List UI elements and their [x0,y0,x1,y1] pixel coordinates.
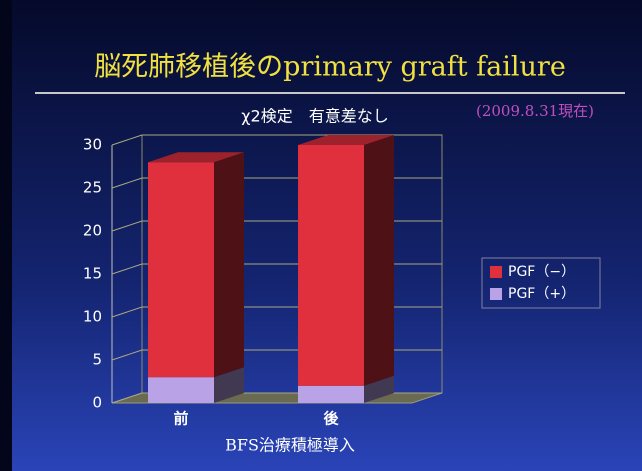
chart-subtitle: χ2検定 有意差なし [241,107,388,126]
grid-side [111,349,143,361]
legend-label: PGF（−） [508,264,575,280]
y-tick-label: 10 [83,308,102,326]
legend-swatch [490,288,502,300]
bar-top [298,135,394,145]
bar-segment [298,145,364,386]
legend-label: PGF（+） [508,286,575,302]
bar-segment [148,162,214,378]
grid-side [111,306,143,318]
legend-swatch [490,266,502,278]
left-strip [0,0,12,471]
x-tick-label: 前 [173,410,188,428]
grid-side [111,134,143,146]
y-tick-label: 5 [92,351,102,369]
grid-side [111,263,143,275]
grid-side [111,392,143,404]
y-tick-label: 30 [83,136,102,154]
bar-top [148,152,244,163]
y-tick-label: 25 [83,179,102,197]
grid-side [111,220,143,232]
y-tick-label: 0 [92,394,102,412]
y-tick-label: 15 [83,265,102,283]
legend-box [481,257,601,309]
y-tick-label: 20 [83,222,102,240]
bar-side [214,367,244,403]
bar-side [364,375,394,403]
slide-title: 脳死肺移植後のprimary graft failure [94,52,566,83]
x-axis-label: BFS治療積極導入 [225,436,355,455]
bar-side [364,135,394,386]
bar-side [214,152,244,378]
date-note: (2009.8.31現在) [476,102,594,120]
bar-segment [298,385,364,403]
x-tick-label: 後 [322,410,339,428]
grid-side [111,177,143,189]
bar-segment [148,377,214,403]
